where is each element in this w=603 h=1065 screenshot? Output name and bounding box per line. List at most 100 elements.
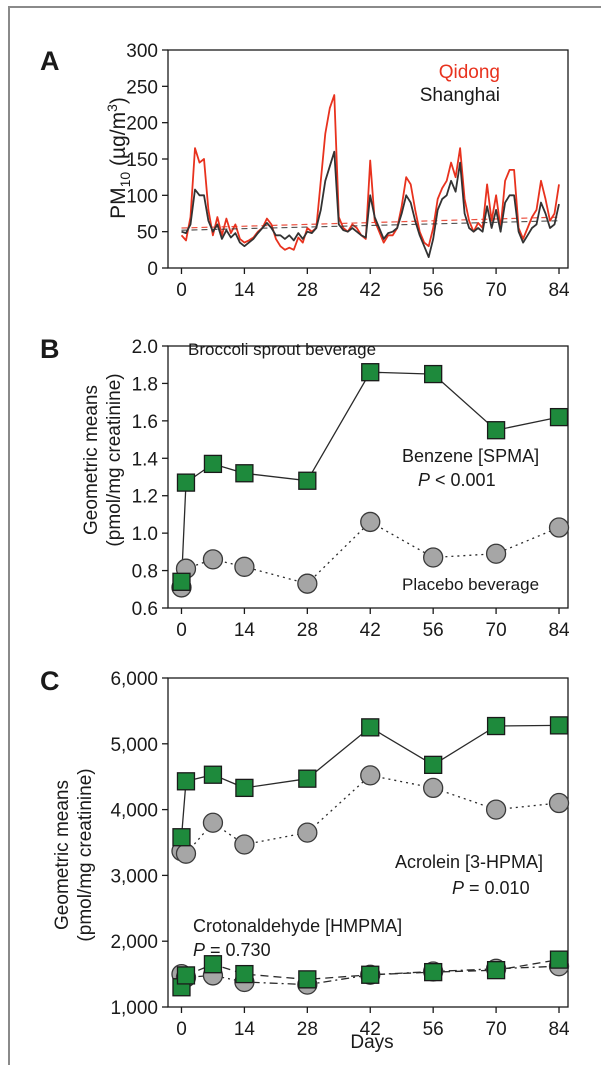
x-tick-label: 84 — [548, 620, 570, 641]
y-tick-label: 2.0 — [132, 337, 158, 358]
x-tick-label: 42 — [360, 1019, 381, 1040]
data-point-square — [203, 454, 223, 474]
annotation-crotonaldehyde-p: P = 0.730 — [193, 940, 271, 960]
data-point-square — [549, 407, 569, 427]
data-point-circle — [297, 822, 318, 843]
data-point-square — [549, 950, 569, 969]
y-tick-label: 100 — [126, 186, 158, 207]
annotation-acrolein: Acrolein [3-HPMA] — [395, 852, 543, 872]
data-point-square — [203, 955, 223, 974]
x-tick-label: 14 — [234, 620, 256, 641]
annotation-acrolein-p: P = 0.010 — [452, 878, 530, 898]
data-point-circle — [423, 777, 444, 799]
panel-label-a: A — [40, 46, 60, 76]
data-point-square — [176, 473, 196, 492]
data-point-circle — [297, 573, 318, 594]
data-point-circle — [234, 834, 255, 855]
data-point-square — [424, 364, 443, 384]
annotation-crotonaldehyde: Crotonaldehyde [HMPMA] — [193, 916, 402, 936]
y-axis-label-a: PM10 (µg/m3) — [104, 97, 133, 219]
x-tick-label: 0 — [176, 620, 187, 641]
annotation-broccoli: Broccoli sprout beverage — [188, 340, 376, 359]
x-tick-label: 56 — [423, 620, 444, 641]
y-tick-label: 1.6 — [132, 412, 158, 433]
x-tick-label: 28 — [297, 280, 318, 301]
data-point-circle — [360, 765, 381, 786]
data-point-circle — [202, 812, 224, 833]
x-tick-label: 28 — [297, 620, 318, 641]
x-tick-label: 84 — [548, 1019, 570, 1040]
plot-frame-c — [167, 677, 569, 1008]
data-point-square — [235, 964, 254, 984]
y-axis-label-c-line2: (pmol/mg creatinine) — [75, 768, 96, 941]
panel-c: C Geometric means (pmol/mg creatinine) 1… — [40, 666, 570, 1053]
annotation-placebo: Placebo beverage — [402, 575, 539, 594]
x-tick-label: 56 — [423, 280, 444, 301]
series-line-2 — [180, 958, 560, 988]
data-point-square — [172, 828, 191, 847]
y-tick-label: 3,000 — [110, 866, 158, 887]
y-tick-label: 5,000 — [110, 735, 158, 756]
y-tick-label: 1.8 — [132, 374, 158, 395]
x-axis-label-days: Days — [350, 1032, 393, 1053]
data-point-circle — [485, 799, 507, 820]
plot-frame-a — [167, 49, 569, 269]
data-point-circle — [360, 511, 381, 533]
data-point-square — [203, 765, 223, 784]
trend-line-shanghai — [181, 220, 560, 231]
data-point-square — [424, 962, 443, 982]
series-line-qidong — [180, 94, 560, 251]
panel-label-c: C — [40, 666, 60, 696]
x-tick-label: 14 — [234, 280, 256, 301]
data-point-square — [176, 772, 196, 791]
data-point-square — [361, 718, 380, 737]
data-point-circle — [234, 556, 255, 577]
data-point-square — [486, 716, 506, 736]
y-tick-label: 6,000 — [110, 669, 158, 690]
x-tick-label: 70 — [486, 1019, 507, 1040]
x-tick-label: 42 — [360, 620, 381, 641]
x-tick-label: 70 — [486, 620, 507, 641]
trend-line-qidong — [181, 216, 560, 229]
x-tick-label: 28 — [297, 1019, 318, 1040]
plot-frame-b — [167, 345, 569, 609]
data-point-square — [486, 961, 506, 980]
y-axis-label-b-line1: Geometric means — [81, 385, 102, 535]
data-point-square — [235, 778, 254, 798]
data-point-square — [235, 464, 254, 483]
y-tick-label: 2,000 — [110, 932, 158, 953]
data-point-square — [176, 966, 196, 985]
panel-a: A PM10 (µg/m3) 0 50 100 150 200 250 300 0 14 28 42… — [40, 41, 570, 301]
x-tick-label: 84 — [548, 280, 570, 301]
y-tick-label: 4,000 — [110, 801, 158, 822]
y-tick-label: 1.2 — [132, 487, 158, 508]
series-line-shanghai — [181, 150, 560, 259]
data-point-circle — [548, 792, 570, 814]
data-point-square — [298, 970, 317, 989]
data-point-circle — [485, 543, 507, 564]
data-point-square — [486, 421, 506, 440]
data-point-square — [361, 965, 380, 984]
data-point-square — [361, 363, 380, 382]
panel-b: B Geometric means (pmol/mg creatinine) 0… — [40, 334, 570, 641]
data-point-square — [298, 769, 317, 788]
figure-frame — [8, 6, 601, 1065]
x-tick-label: 70 — [486, 280, 507, 301]
data-point-circle — [548, 517, 570, 538]
panel-label-b: B — [40, 334, 60, 364]
data-point-square — [172, 572, 191, 591]
x-tick-label: 0 — [176, 1019, 187, 1040]
y-tick-label: 0.6 — [132, 599, 158, 620]
y-tick-label: 1.0 — [132, 524, 158, 545]
y-tick-label: 1.4 — [132, 449, 159, 470]
x-tick-label: 14 — [234, 1019, 256, 1040]
y-tick-label: 300 — [126, 41, 158, 62]
y-tick-label: 250 — [126, 77, 158, 98]
data-point-square — [549, 716, 569, 735]
y-tick-label: 200 — [126, 114, 158, 135]
annotation-benzene-p: P < 0.001 — [418, 470, 496, 490]
y-axis-label-b-line2: (pmol/mg creatinine) — [104, 373, 125, 546]
data-point-circle — [202, 549, 224, 570]
y-tick-label: 0 — [147, 259, 158, 280]
